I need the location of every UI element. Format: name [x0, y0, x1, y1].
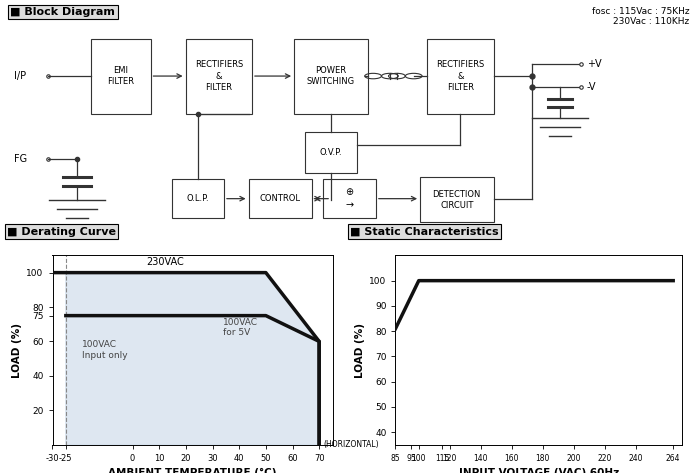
Text: ■ Static Characteristics: ■ Static Characteristics — [350, 227, 498, 236]
Text: fosc : 115Vac : 75KHz
230Vac : 110KHz: fosc : 115Vac : 75KHz 230Vac : 110KHz — [592, 7, 690, 26]
Text: ⊕
→: ⊕ → — [346, 187, 354, 210]
Text: -V: -V — [587, 82, 596, 92]
Text: +V: +V — [587, 59, 601, 69]
Text: DETECTION
CIRCUIT: DETECTION CIRCUIT — [433, 190, 481, 210]
Text: 100VAC
Input only: 100VAC Input only — [82, 340, 127, 360]
Bar — [323, 179, 376, 218]
Bar — [294, 39, 368, 114]
Bar — [304, 131, 357, 173]
Text: RECTIFIERS
&
FILTER: RECTIFIERS & FILTER — [436, 61, 484, 92]
Text: RECTIFIERS
&
FILTER: RECTIFIERS & FILTER — [195, 61, 243, 92]
Bar — [91, 39, 150, 114]
Text: FG: FG — [14, 154, 27, 164]
Bar — [248, 179, 312, 218]
Text: CONTROL: CONTROL — [260, 194, 300, 203]
Polygon shape — [66, 272, 319, 445]
Y-axis label: LOAD (%): LOAD (%) — [12, 323, 22, 377]
Bar — [427, 39, 494, 114]
Text: I/P: I/P — [14, 71, 26, 81]
Text: 230VAC: 230VAC — [146, 257, 183, 267]
X-axis label: AMBIENT TEMPERATURE (°C): AMBIENT TEMPERATURE (°C) — [108, 468, 276, 473]
Text: EMI
FILTER: EMI FILTER — [107, 66, 134, 86]
Text: 100VAC
for 5V: 100VAC for 5V — [223, 318, 258, 337]
Bar — [186, 39, 252, 114]
Text: POWER
SWITCHING: POWER SWITCHING — [307, 66, 355, 86]
X-axis label: INPUT VOLTAGE (VAC) 60Hz: INPUT VOLTAGE (VAC) 60Hz — [459, 468, 619, 473]
Text: (HORIZONTAL): (HORIZONTAL) — [323, 440, 379, 449]
Text: O.L.P.: O.L.P. — [186, 194, 209, 203]
Text: ■ Derating Curve: ■ Derating Curve — [7, 227, 116, 236]
Text: O.V.P.: O.V.P. — [319, 148, 342, 157]
Text: ■ Block Diagram: ■ Block Diagram — [10, 7, 116, 17]
Bar — [420, 177, 494, 222]
Bar — [172, 179, 224, 218]
Y-axis label: LOAD (%): LOAD (%) — [355, 323, 365, 377]
